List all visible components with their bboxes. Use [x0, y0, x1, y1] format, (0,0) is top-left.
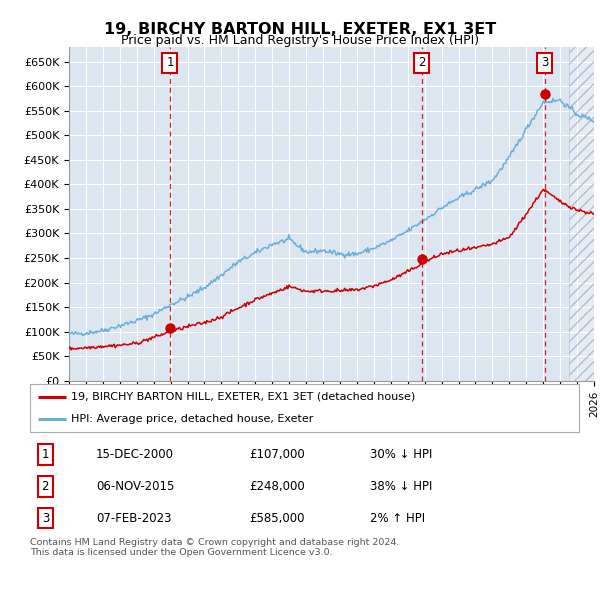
- Text: 3: 3: [541, 57, 548, 70]
- Text: 19, BIRCHY BARTON HILL, EXETER, EX1 3ET: 19, BIRCHY BARTON HILL, EXETER, EX1 3ET: [104, 22, 496, 37]
- Text: 19, BIRCHY BARTON HILL, EXETER, EX1 3ET (detached house): 19, BIRCHY BARTON HILL, EXETER, EX1 3ET …: [71, 392, 415, 402]
- Text: Contains HM Land Registry data © Crown copyright and database right 2024.
This d: Contains HM Land Registry data © Crown c…: [30, 538, 400, 558]
- Text: 06-NOV-2015: 06-NOV-2015: [96, 480, 174, 493]
- Text: 3: 3: [41, 512, 49, 525]
- Text: £107,000: £107,000: [250, 448, 305, 461]
- Text: 30% ↓ HPI: 30% ↓ HPI: [370, 448, 433, 461]
- Text: £248,000: £248,000: [250, 480, 305, 493]
- Text: 07-FEB-2023: 07-FEB-2023: [96, 512, 172, 525]
- Text: 2: 2: [41, 480, 49, 493]
- Text: £585,000: £585,000: [250, 512, 305, 525]
- Text: 1: 1: [41, 448, 49, 461]
- Text: HPI: Average price, detached house, Exeter: HPI: Average price, detached house, Exet…: [71, 414, 314, 424]
- Text: 2: 2: [418, 57, 425, 70]
- Text: Price paid vs. HM Land Registry's House Price Index (HPI): Price paid vs. HM Land Registry's House …: [121, 34, 479, 47]
- Text: 2% ↑ HPI: 2% ↑ HPI: [370, 512, 425, 525]
- Text: 38% ↓ HPI: 38% ↓ HPI: [370, 480, 433, 493]
- Text: 15-DEC-2000: 15-DEC-2000: [96, 448, 174, 461]
- Text: 1: 1: [166, 57, 173, 70]
